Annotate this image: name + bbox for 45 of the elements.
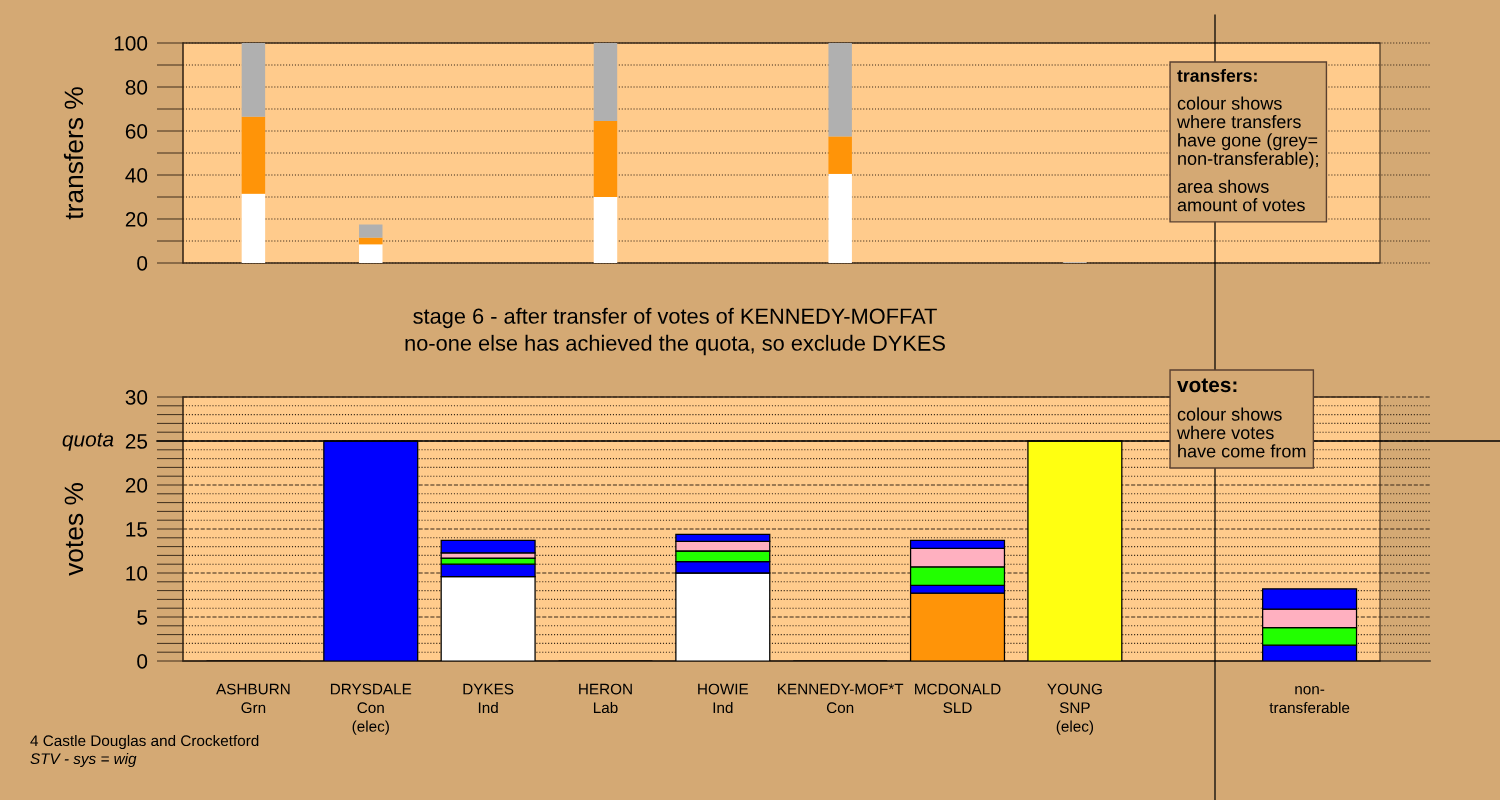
y-tick-label: 80 <box>125 80 148 95</box>
y-tick-label: 0 <box>137 654 148 669</box>
bar <box>593 197 618 263</box>
text: 4 Castle Douglas and Crocketford <box>30 734 259 750</box>
bar <box>241 193 266 263</box>
y-tick-label: 20 <box>125 212 148 227</box>
annotation: transfers: <box>1177 68 1257 82</box>
y-axis-title: transfers % <box>63 87 84 220</box>
bar <box>593 121 618 197</box>
bar <box>241 116 266 194</box>
annotation: area shows amount of votes <box>1177 179 1305 212</box>
bar <box>828 43 852 137</box>
chart-subtitle: no-one else has achieved the quota, so exclude DYKES <box>405 334 945 356</box>
x-tick-label: KENNEDY-MOF*T Con <box>778 683 904 714</box>
x-tick-label: HOWIE Ind <box>698 683 749 714</box>
y-tick-label: 30 <box>125 390 148 405</box>
text: STV - sys = wig <box>30 752 137 768</box>
y-tick-label: 5 <box>137 610 148 625</box>
bar <box>828 173 852 263</box>
chart-title: stage 6 - after transfer of votes of KENNEDY-MOFFAT <box>413 307 937 329</box>
y-tick-label: 60 <box>125 124 148 139</box>
x-tick-label: non- transferable <box>1269 686 1350 714</box>
x-tick-label: HERON Lab <box>579 683 632 714</box>
x-tick-label: YOUNG SNP (elec) <box>1047 683 1102 735</box>
y-tick-label: 0 <box>137 256 148 271</box>
y-tick-label: 10 <box>126 566 148 581</box>
text: votes: <box>1177 378 1237 393</box>
y-tick-label: 20 <box>125 478 148 493</box>
x-tick-label: DYKES Ind <box>463 683 514 714</box>
annotation: colour shows where transfers have gone (grey= non-transferable); <box>1176 96 1318 169</box>
ref-line-label: quota <box>62 432 114 451</box>
y-axis-title: votes % <box>64 483 84 576</box>
bar <box>359 224 383 238</box>
bar <box>241 43 266 117</box>
bar <box>593 43 618 122</box>
y-tick-label: 40 <box>125 168 148 183</box>
x-tick-label: ASHBURN Grn <box>216 683 290 714</box>
y-tick-label: 15 <box>126 522 148 537</box>
bar <box>359 244 383 263</box>
x-tick-label: MCDONALD SLD <box>915 683 1001 714</box>
bar <box>828 136 852 174</box>
y-tick-label: 100 <box>114 36 148 51</box>
annotation: colour shows where votes have come from <box>1176 407 1306 458</box>
x-tick-label: DRYSDALE Con (elec) <box>330 683 412 735</box>
y-tick-label: 25 <box>125 434 148 449</box>
